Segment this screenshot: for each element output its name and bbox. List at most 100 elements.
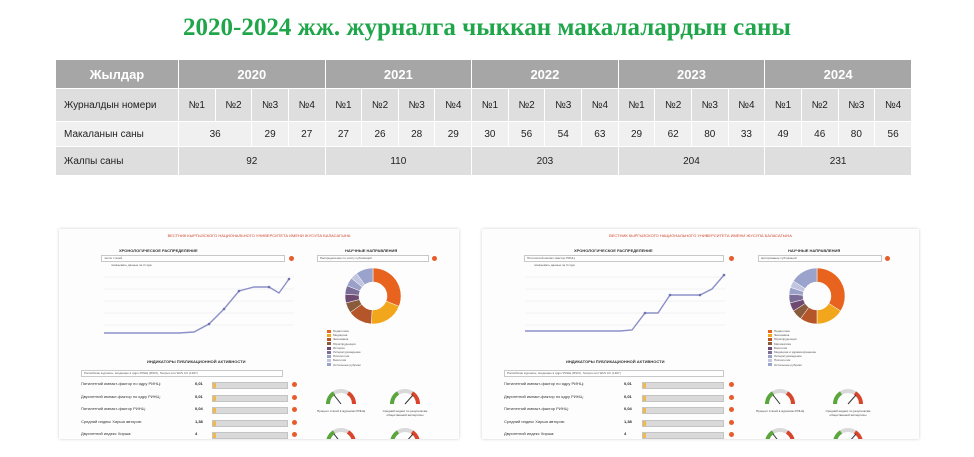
chrono-line-chart [104, 276, 294, 334]
issue-number-cell: №3 [837, 88, 876, 122]
article-count-cell: 56 [507, 121, 546, 147]
help-icon[interactable] [885, 256, 890, 261]
science-donut-chart [788, 267, 846, 325]
issue-number-cell: №4 [727, 88, 766, 122]
issue-number-cell: №1 [617, 88, 656, 122]
legend-label: Юриспруденция [774, 337, 797, 342]
help-icon[interactable] [729, 256, 734, 261]
indicators-select[interactable]: Российские журналы, входящие в ядро РИНЦ… [81, 370, 283, 377]
year-header: 2021 [324, 59, 473, 89]
metric-label: Двухлетний индекс Хирша: [504, 431, 555, 436]
help-icon[interactable] [729, 382, 734, 387]
issue-number-cell: №3 [690, 88, 729, 122]
science-select[interactable]: Цитирование публикаций [758, 255, 882, 262]
help-icon[interactable] [289, 256, 294, 261]
legend-item: Биология [327, 358, 346, 362]
help-icon[interactable] [729, 432, 734, 437]
article-count-cell: 27 [324, 121, 363, 147]
metric-value: 0,01 [624, 381, 632, 386]
legend-label: История [333, 345, 345, 350]
issue-number-cell: №1 [324, 88, 363, 122]
metric-value: 1,38 [195, 418, 203, 424]
legend-label: Педагогика [774, 329, 790, 333]
metric-value: 0,01 [195, 381, 203, 386]
chrono-checkbox[interactable]: показывать данные за 3 года [111, 263, 152, 267]
issue-number-cell: №1 [471, 88, 509, 122]
issue-number-cell: №4 [287, 88, 326, 122]
article-count-cell: 62 [654, 121, 692, 147]
legend-item: Юриспруденция [768, 337, 797, 341]
gauge-icon [764, 389, 796, 405]
articles-table: Жылдар 2020 2021 2022 2023 2024 Журналды… [55, 59, 912, 176]
chrono-line-chart [525, 273, 726, 332]
legend-item: Медицина [327, 333, 347, 337]
legend-item: Юриспруденция [327, 342, 356, 346]
legend-label: Литературоведение [774, 354, 802, 359]
help-icon[interactable] [292, 394, 297, 400]
issue-number-cell: №3 [397, 88, 436, 122]
help-icon[interactable] [292, 432, 297, 437]
legend-item: Остальные рубрики [327, 363, 361, 367]
journal-header: ВЕСТНИК КЫРГЫЗСКОГО НАЦИОНАЛЬНОГО УНИВЕР… [609, 233, 792, 238]
table-row-totals: Жалпы саны 92 110 203 204 231 [55, 146, 912, 176]
metric-label: Пятилетний импакт-фактор РИНЦ: [504, 406, 569, 411]
legend-label: Психология [774, 358, 791, 363]
chrono-select[interactable]: Пятилетний импакт-фактор РИНЦ [524, 255, 724, 262]
issue-number-cell: №2 [214, 88, 253, 122]
gauge-icon [832, 389, 864, 405]
issue-number-cell: №4 [434, 88, 473, 122]
chrono-checkbox[interactable]: показывать данные за 3 года [534, 263, 575, 267]
article-count-cell: 36 [177, 121, 253, 147]
journal-header: ВЕСТНИК КЫРГЫЗСКОГО НАЦИОНАЛЬНОГО УНИВЕР… [167, 233, 351, 238]
total-cell: 231 [764, 146, 912, 176]
legend-item: Математика [768, 342, 791, 346]
legend-label: Экономика [333, 337, 349, 342]
metric-value: 0,01 [624, 393, 632, 399]
issue-number-cell: №3 [251, 88, 289, 122]
issue-number-cell: №1 [764, 88, 802, 122]
legend-label: Биология [774, 345, 788, 350]
help-icon[interactable] [292, 419, 297, 425]
help-icon[interactable] [729, 407, 734, 412]
chrono-select[interactable]: число статей [101, 255, 285, 262]
metric-bar [642, 407, 724, 414]
issue-number-cell: №4 [581, 88, 619, 122]
metric-value: 4 [195, 431, 198, 436]
metric-bar [212, 382, 288, 389]
help-icon[interactable] [292, 407, 297, 412]
help-icon[interactable] [292, 382, 297, 387]
total-cell: 203 [471, 146, 619, 176]
legend-item: Психология [768, 358, 790, 362]
metric-label: Пятилетний импакт-фактор РИНЦ: [81, 406, 146, 411]
metric-label: Пятилетний импакт-фактор по ядру РИНЦ: [81, 381, 161, 386]
issue-number-cell: №4 [874, 88, 912, 122]
article-count-cell: 26 [361, 121, 399, 147]
article-count-cell: 30 [471, 121, 509, 147]
table-row-issues: Журналдын номери №1 №2 №3 №4 №1 №2 №3 №4 №1 №2 №3 №… [55, 88, 912, 122]
help-icon[interactable] [432, 256, 437, 261]
metric-value: 1,38 [624, 418, 632, 424]
year-header: 2024 [764, 59, 912, 89]
donut-slice [816, 267, 846, 312]
article-count-cell: 29 [251, 121, 289, 147]
metric-bar [212, 394, 288, 402]
legend-label: Остальные рубрики [333, 362, 361, 367]
help-icon[interactable] [729, 394, 734, 400]
article-count-cell: 27 [287, 121, 326, 147]
science-donut-chart [344, 267, 402, 325]
help-icon[interactable] [729, 419, 734, 425]
indicators-select[interactable]: Российские журналы, входящие в ядро РИНЦ… [504, 370, 724, 377]
legend-label: Математика [774, 341, 791, 346]
science-select[interactable]: Распределение по числу публикаций [317, 255, 429, 262]
years-header: Жылдар [55, 59, 179, 89]
table-header-row: Жылдар 2020 2021 2022 2023 2024 [55, 59, 912, 89]
legend-label: Биология [333, 358, 347, 363]
legend-item: Литературоведение [327, 350, 361, 354]
legend-label: Психология [333, 354, 350, 359]
article-count-cell: 54 [544, 121, 583, 147]
legend-label: Педагогика [333, 329, 349, 333]
gauge-icon [833, 428, 863, 439]
indicators-label: ИНДИКАТОРЫ ПУБЛИКАЦИОННОЙ АКТИВНОСТИ [147, 359, 246, 364]
table-row-counts: Макаланын саны 36 29 27 27 26 28 29 30 56 54 63 29 6… [55, 121, 912, 147]
issue-number-cell: №2 [361, 88, 399, 122]
